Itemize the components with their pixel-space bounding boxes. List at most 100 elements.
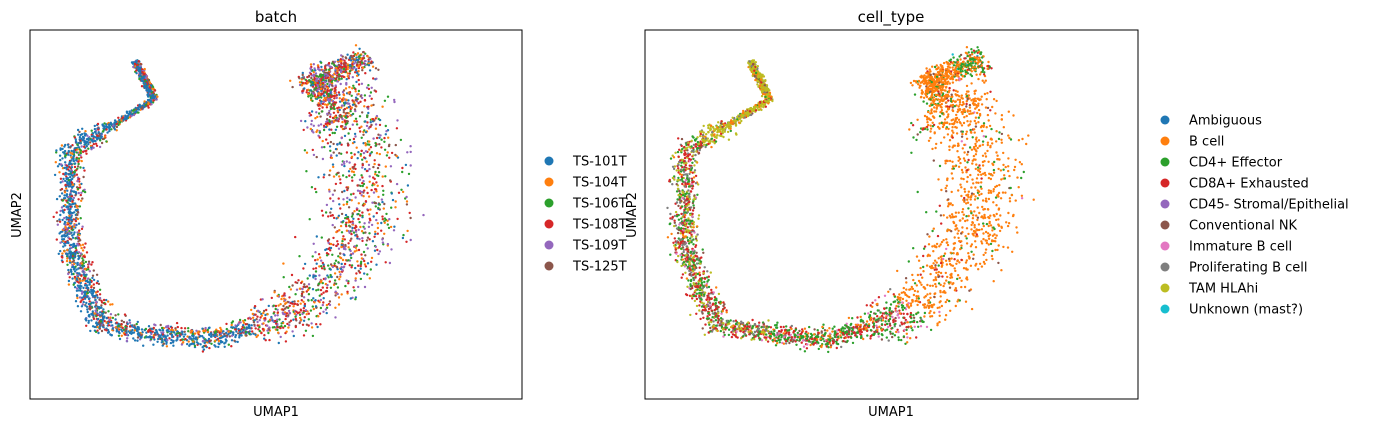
point-ts-125t <box>352 58 355 61</box>
point-ts-101t <box>80 285 83 288</box>
point-ts-109t <box>83 271 86 274</box>
point-ts-104t <box>356 260 359 263</box>
point-ts-101t <box>349 297 352 300</box>
point-ts-106t <box>331 253 334 256</box>
point-ts-108t <box>349 239 352 242</box>
point-ts-125t <box>102 324 105 327</box>
point-ts-109t <box>340 136 343 140</box>
point-ts-109t <box>204 326 207 330</box>
point-ts-101t <box>73 172 76 176</box>
point-ts-101t <box>65 166 68 169</box>
point-ts-106t <box>350 264 354 267</box>
point-ts-108t <box>82 298 85 301</box>
point-ts-101t <box>225 331 228 335</box>
point-ts-101t <box>69 175 72 179</box>
point-ts-106t <box>377 206 380 210</box>
point-ts-101t <box>250 324 253 327</box>
point-ts-108t <box>333 97 336 100</box>
point-ts-101t <box>93 127 97 131</box>
point-ts-109t <box>319 298 323 302</box>
point-ts-101t <box>103 127 106 130</box>
point-ts-104t <box>339 224 343 228</box>
point-ts-101t <box>75 250 78 254</box>
point-ts-108t <box>121 116 124 120</box>
point-ts-108t <box>373 177 376 181</box>
point-ts-101t <box>67 153 70 156</box>
point-cd4-effector <box>952 56 955 59</box>
point-ts-104t <box>227 330 230 333</box>
point-ts-108t <box>370 260 373 263</box>
point-ts-104t <box>96 325 99 329</box>
point-ts-109t <box>422 213 425 217</box>
point-ts-106t <box>346 122 349 125</box>
point-ts-125t <box>374 67 378 70</box>
point-ts-101t <box>75 294 79 297</box>
point-ts-108t <box>365 169 369 173</box>
point-ts-101t <box>92 278 96 282</box>
point-ts-108t <box>364 265 368 268</box>
point-b-cell <box>1002 163 1005 167</box>
point-ts-109t <box>386 242 390 246</box>
point-immature-b-cell <box>925 325 929 329</box>
point-ts-109t <box>351 222 355 225</box>
point-ts-101t <box>88 283 91 286</box>
point-ts-101t <box>353 132 357 136</box>
point-ts-101t <box>74 191 78 194</box>
point-ts-104t <box>331 75 334 79</box>
point-ts-101t <box>77 222 81 225</box>
point-ts-104t <box>277 304 280 307</box>
point-b-cell <box>977 121 980 124</box>
point-ts-101t <box>253 319 256 322</box>
point-ts-101t <box>355 58 358 62</box>
point-ts-104t <box>369 208 372 211</box>
point-ts-108t <box>375 136 379 140</box>
point-ts-108t <box>327 61 331 65</box>
point-ts-101t <box>74 202 77 205</box>
point-ts-106t <box>117 313 120 316</box>
point-ts-101t <box>121 330 124 333</box>
point-ts-106t <box>377 171 381 174</box>
point-ts-101t <box>69 183 72 186</box>
point-ts-109t <box>81 290 84 293</box>
point-ts-125t <box>310 76 313 80</box>
point-ts-106t <box>361 214 364 217</box>
point-b-cell <box>992 188 995 191</box>
point-ts-108t <box>257 328 260 331</box>
point-ts-108t <box>254 313 257 316</box>
point-ts-104t <box>359 225 362 229</box>
point-ts-108t <box>405 240 408 243</box>
point-ts-101t <box>141 331 144 334</box>
point-ts-109t <box>337 247 341 250</box>
point-ts-108t <box>92 283 96 286</box>
point-ts-101t <box>328 145 332 148</box>
point-ts-101t <box>103 125 107 128</box>
point-ts-101t <box>109 333 112 336</box>
point-ts-109t <box>230 334 234 337</box>
point-ts-101t <box>316 325 319 329</box>
point-ts-106t <box>311 334 315 338</box>
point-ts-106t <box>193 344 197 347</box>
point-ts-108t <box>79 300 82 304</box>
point-ts-109t <box>326 283 329 287</box>
point-ts-106t <box>84 260 88 264</box>
point-ts-104t <box>206 330 210 334</box>
point-ts-101t <box>325 248 328 251</box>
point-ts-108t <box>141 71 144 74</box>
point-ts-125t <box>104 311 107 314</box>
point-ts-101t <box>201 335 204 338</box>
point-ts-104t <box>353 101 356 104</box>
point-ts-101t <box>65 218 68 221</box>
point-ts-104t <box>350 199 353 202</box>
point-ts-109t <box>314 251 317 254</box>
point-ts-106t <box>87 147 90 150</box>
point-ts-101t <box>82 286 85 290</box>
point-ts-106t <box>333 279 337 282</box>
point-ts-101t <box>292 318 295 321</box>
point-ts-104t <box>325 103 329 107</box>
point-ts-104t <box>65 187 68 190</box>
point-ts-106t <box>74 237 77 240</box>
point-ts-109t <box>393 98 396 102</box>
point-ts-101t <box>345 78 348 81</box>
point-ts-104t <box>368 140 371 143</box>
point-ts-104t <box>367 62 371 65</box>
